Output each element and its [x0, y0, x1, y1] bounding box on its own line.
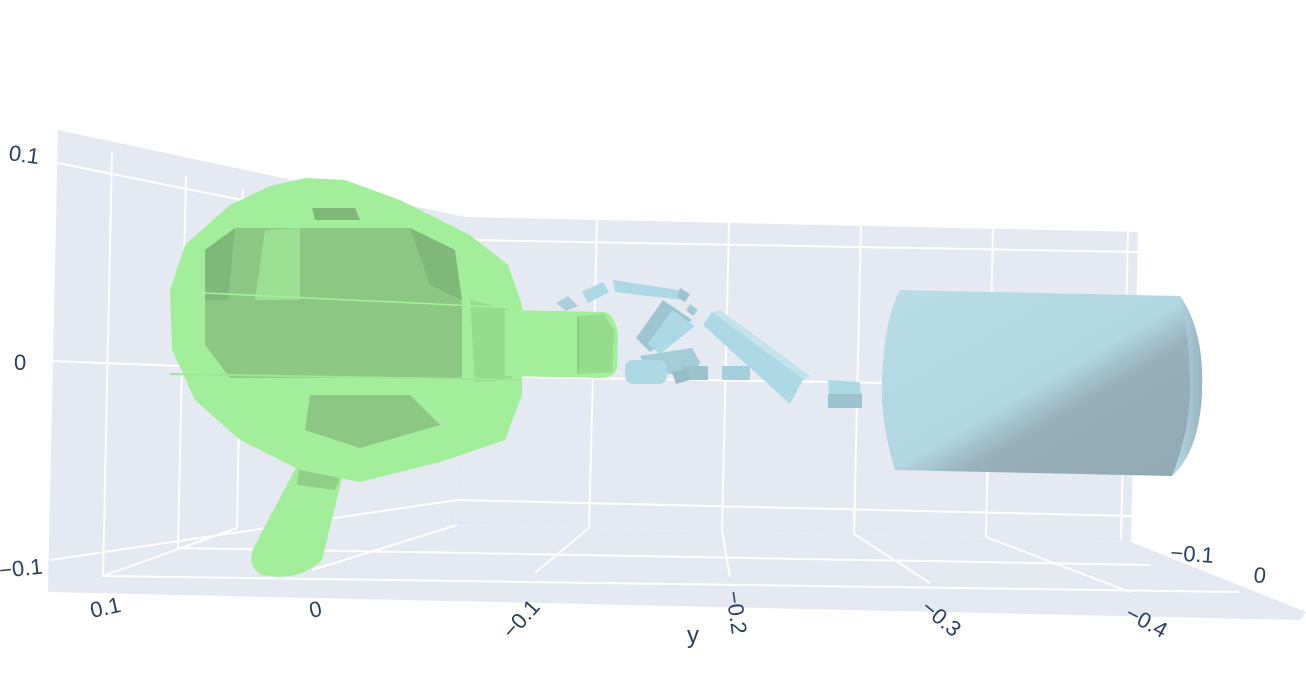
object-face-3 — [410, 228, 462, 300]
z-tick--0.1: −0.1 — [0, 554, 44, 583]
object-mesh[interactable] — [169, 178, 618, 577]
finger-link-1 — [556, 296, 578, 311]
back-gridline-z-0.1 — [464, 239, 1139, 253]
z-tick-0: 0 — [14, 350, 26, 375]
floor-gridline-y--0.4 — [985, 536, 1131, 593]
finger-link-9 — [712, 310, 810, 380]
object-face-5 — [172, 300, 230, 378]
object-face-4 — [205, 228, 235, 300]
y-tick--0.2: −0.2 — [721, 589, 752, 635]
object-face-7 — [312, 208, 360, 220]
y-tick-0.1: 0.1 — [88, 592, 123, 623]
hand-mesh[interactable] — [556, 280, 1203, 476]
finger-link-2 — [582, 282, 609, 303]
x-tick-0: 0 — [1252, 562, 1267, 588]
floor-gridline-x-1 — [177, 547, 1151, 566]
y-tick-0: 0 — [307, 596, 324, 623]
floor-gridline-y--0.2 — [721, 530, 731, 578]
object-spout-shade — [578, 314, 614, 374]
object-seam-1 — [169, 373, 521, 381]
palm-cylinder-cap — [1172, 296, 1203, 476]
left-gridline-z--0.1 — [49, 499, 458, 561]
floor-gridline-y-0 — [311, 524, 458, 571]
object-seam-2 — [184, 291, 519, 309]
floor-gridline-y--0.1 — [534, 527, 590, 574]
left-gridline-v1 — [102, 151, 113, 577]
floor-gridline-x-2 — [102, 575, 1241, 593]
palm-cylinder[interactable] — [881, 290, 1203, 476]
object-handle — [251, 460, 345, 577]
finger-tip-1 — [625, 360, 667, 384]
object-face-2 — [255, 228, 300, 300]
finger-link-8 — [703, 312, 804, 404]
finger-link-7 — [686, 304, 698, 316]
floor-gridline-y--0.3 — [853, 533, 931, 584]
object-face-6 — [305, 395, 440, 448]
finger-link-11 — [672, 370, 690, 384]
x-tick--0.1: −0.1 — [1170, 540, 1215, 568]
z-axis-tick-labels: 0.1 0 −0.1 — [0, 140, 44, 583]
finger-link-4 — [677, 288, 690, 302]
finger-link-6 — [648, 310, 695, 354]
object-face-8 — [470, 300, 512, 382]
floor-gridline-y-0.1 — [102, 527, 238, 577]
x-axis-tick-labels: −0.1 0 — [1170, 540, 1268, 588]
z-tick-0.1: 0.1 — [7, 140, 41, 169]
back-gridline-y--0.3 — [853, 224, 862, 535]
y-axis-title: y — [687, 622, 699, 649]
finger-link-3 — [613, 280, 682, 300]
finger-link-13-shade — [828, 394, 862, 408]
floor-pane — [48, 525, 1306, 620]
back-gridline-z--0.1 — [456, 499, 1133, 517]
finger-tip-3 — [722, 366, 750, 380]
